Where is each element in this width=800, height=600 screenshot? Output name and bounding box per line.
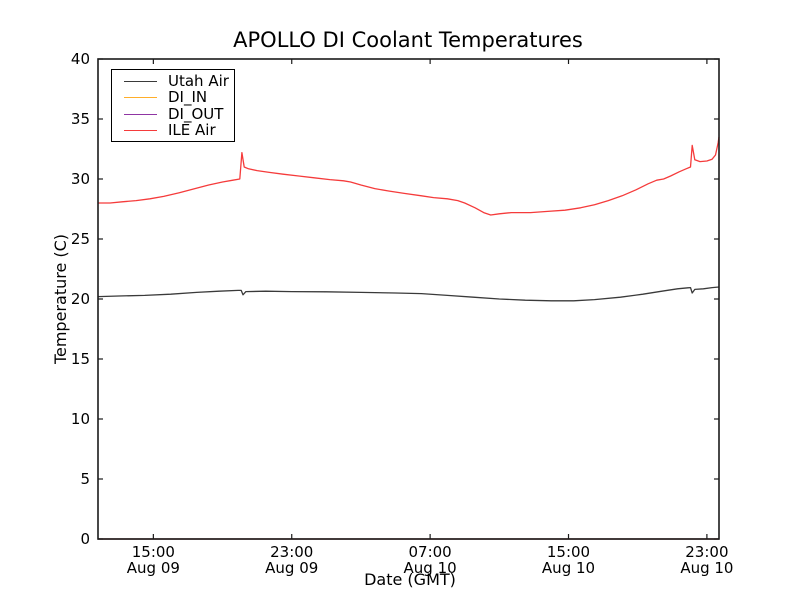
series-line-utah-air <box>97 286 720 302</box>
series-line-ile-air <box>98 136 720 216</box>
x-tick-date: Aug 09 <box>265 559 318 577</box>
y-tick-label: 5 <box>80 470 90 488</box>
x-tick-date: Aug 10 <box>680 559 733 577</box>
legend-label: DI_IN <box>168 88 208 107</box>
x-axis-label: Date (GMT) <box>364 570 456 589</box>
legend-label: ILE Air <box>168 121 216 140</box>
y-tick-label: 20 <box>71 290 90 308</box>
x-tick-date: Aug 10 <box>542 559 595 577</box>
y-tick-label: 15 <box>71 350 90 368</box>
x-tick-time: 23:00 <box>270 543 313 561</box>
series-lines <box>97 136 720 540</box>
y-tick-label: 30 <box>71 170 90 188</box>
legend-item-di-out: DI_OUT <box>112 106 234 123</box>
legend-label: Utah Air <box>168 71 229 90</box>
legend-item-di-in: DI_IN <box>112 90 234 107</box>
y-tick-label: 40 <box>71 50 90 68</box>
y-axis-label: Temperature (C) <box>51 234 70 365</box>
legend-line-sample <box>124 80 157 82</box>
x-tick-time: 15:00 <box>132 543 175 561</box>
legend-line-sample <box>124 113 157 115</box>
x-tick-date: Aug 10 <box>404 559 457 577</box>
x-tick-time: 07:00 <box>409 543 452 561</box>
x-tick-time: 23:00 <box>685 543 728 561</box>
y-tick-label: 25 <box>71 230 90 248</box>
chart-title: APOLLO DI Coolant Temperatures <box>233 28 583 52</box>
legend: Utah Air DI_IN DI_OUT ILE Air <box>111 69 235 142</box>
y-tick-label: 10 <box>71 410 90 428</box>
y-tick-label: 35 <box>71 110 90 128</box>
legend-line-sample <box>124 130 157 132</box>
x-tick-time: 15:00 <box>547 543 590 561</box>
y-tick-label: 0 <box>80 530 90 548</box>
x-tick-date: Aug 09 <box>127 559 180 577</box>
legend-item-utah-air: Utah Air <box>112 73 234 90</box>
axis-ticks <box>98 58 719 540</box>
legend-label: DI_OUT <box>168 104 224 123</box>
legend-line-sample <box>124 97 157 99</box>
legend-item-ile-air: ILE Air <box>112 123 234 140</box>
